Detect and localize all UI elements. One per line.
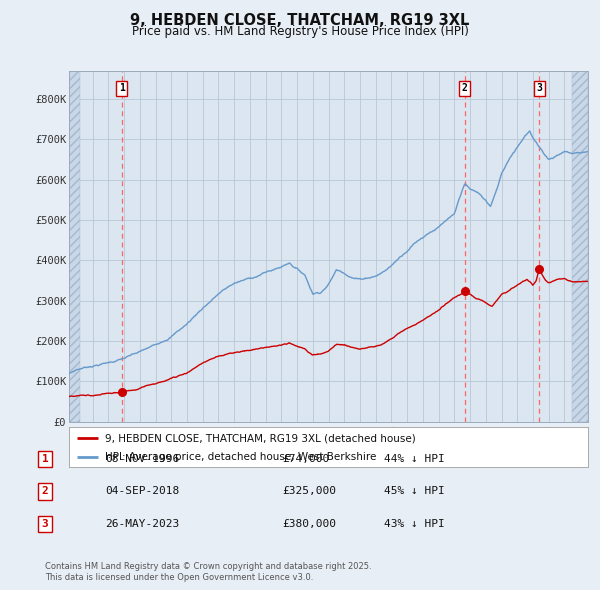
Text: 43% ↓ HPI: 43% ↓ HPI <box>384 519 445 529</box>
Text: £380,000: £380,000 <box>282 519 336 529</box>
Text: £325,000: £325,000 <box>282 487 336 496</box>
Text: 9, HEBDEN CLOSE, THATCHAM, RG19 3XL (detached house): 9, HEBDEN CLOSE, THATCHAM, RG19 3XL (det… <box>106 434 416 444</box>
Text: 26-MAY-2023: 26-MAY-2023 <box>105 519 179 529</box>
Text: 45% ↓ HPI: 45% ↓ HPI <box>384 487 445 496</box>
Text: 2: 2 <box>462 83 468 93</box>
Text: 2: 2 <box>41 487 49 496</box>
Text: £74,000: £74,000 <box>282 454 329 464</box>
Text: 08-NOV-1996: 08-NOV-1996 <box>105 454 179 464</box>
Text: 1: 1 <box>119 83 125 93</box>
Text: 9, HEBDEN CLOSE, THATCHAM, RG19 3XL: 9, HEBDEN CLOSE, THATCHAM, RG19 3XL <box>130 13 470 28</box>
Text: 44% ↓ HPI: 44% ↓ HPI <box>384 454 445 464</box>
Text: 3: 3 <box>41 519 49 529</box>
Text: 1: 1 <box>41 454 49 464</box>
Text: Price paid vs. HM Land Registry's House Price Index (HPI): Price paid vs. HM Land Registry's House … <box>131 25 469 38</box>
Text: Contains HM Land Registry data © Crown copyright and database right 2025.
This d: Contains HM Land Registry data © Crown c… <box>45 562 371 582</box>
Text: 3: 3 <box>536 83 542 93</box>
Text: 04-SEP-2018: 04-SEP-2018 <box>105 487 179 496</box>
Text: HPI: Average price, detached house, West Berkshire: HPI: Average price, detached house, West… <box>106 453 377 462</box>
